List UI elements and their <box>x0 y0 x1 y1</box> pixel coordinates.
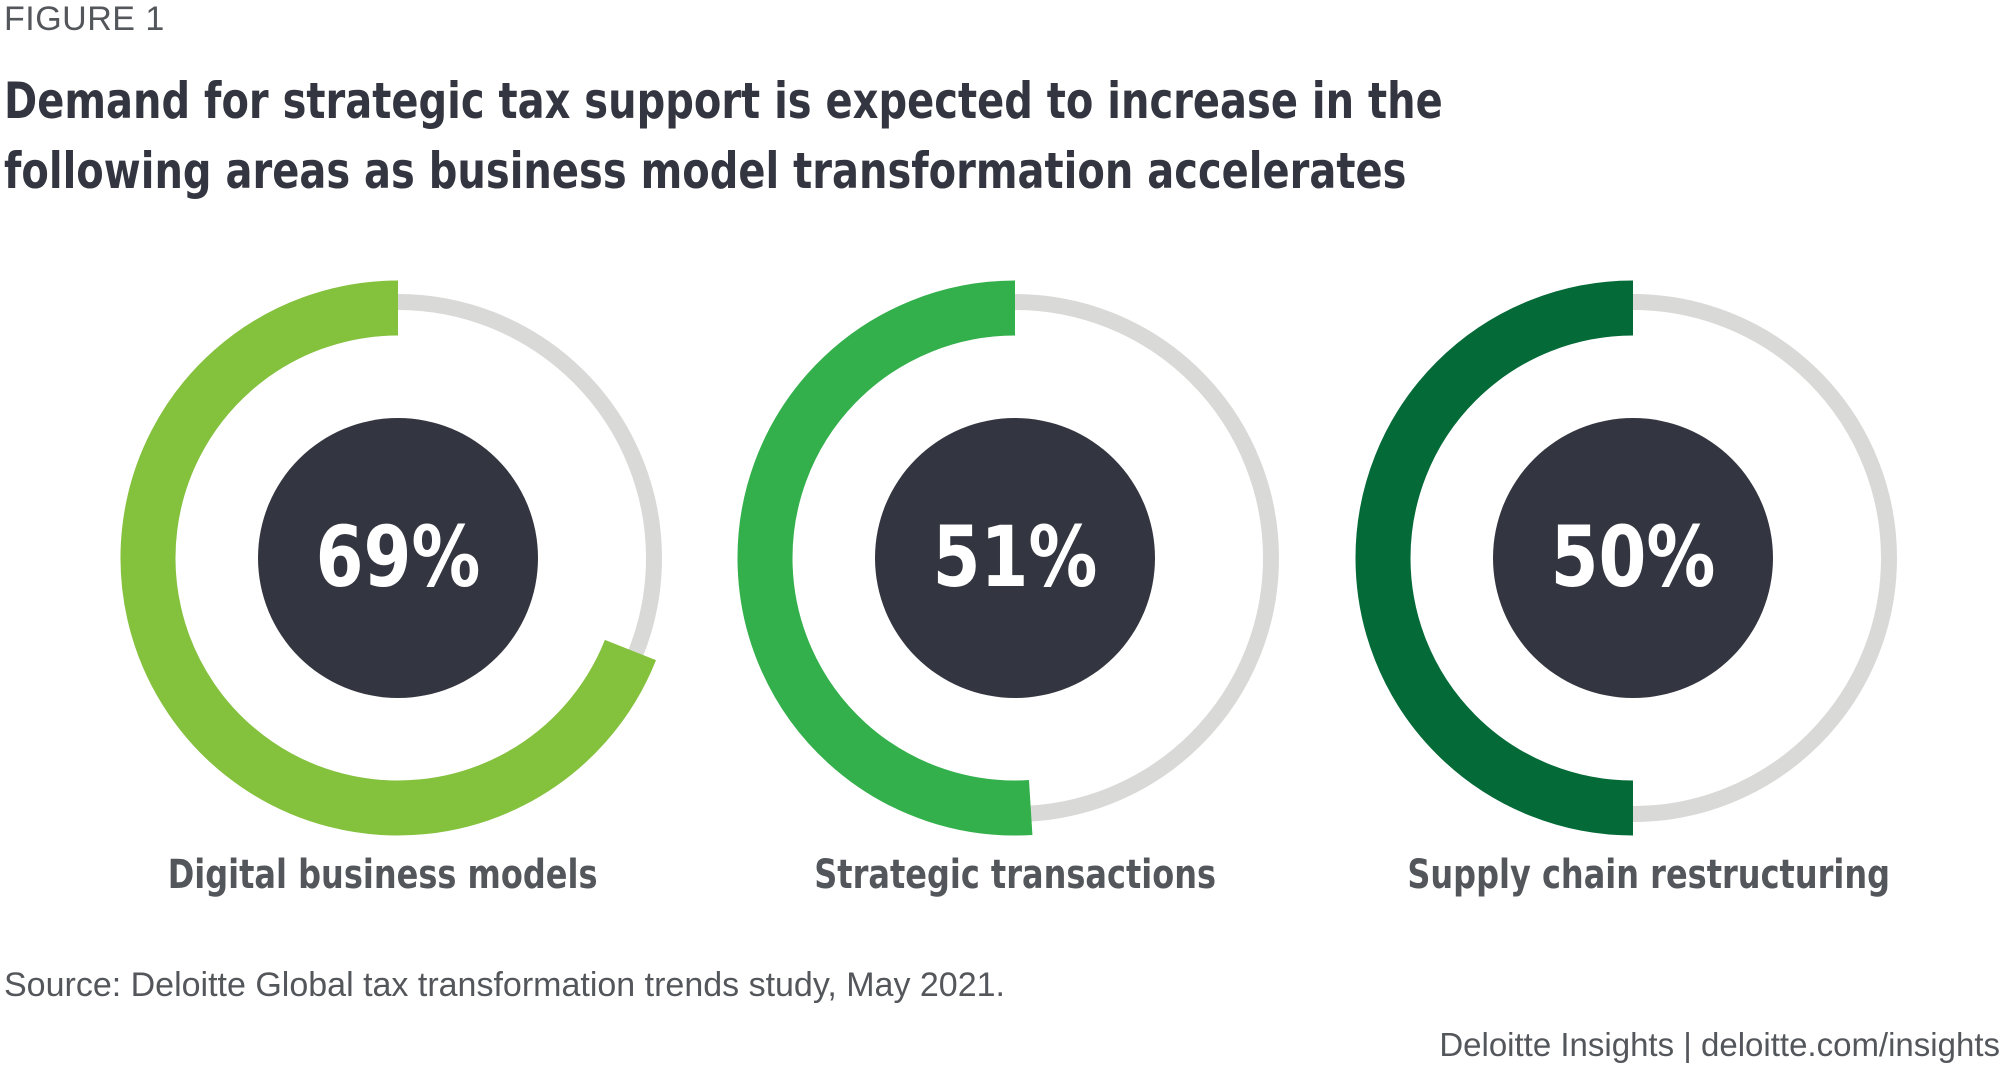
donut-center-1 <box>875 418 1155 698</box>
value-label-2: 50% <box>1551 509 1716 606</box>
donut-chart-svg: 69% 51% 50% <box>120 280 1897 836</box>
footer-credit: Deloitte Insights | deloitte.com/insight… <box>1439 1026 2000 1063</box>
category-label-0: Digital business models <box>168 852 598 898</box>
figure-label: FIGURE 1 <box>4 0 165 38</box>
donut-center-2 <box>1493 418 1773 698</box>
donut-arc-0 <box>120 280 656 836</box>
value-label-0: 69% <box>316 509 481 606</box>
donut-arc-2 <box>1355 280 1634 836</box>
chart-title: Demand for strategic tax support is expe… <box>4 72 1443 200</box>
source-note: Source: Deloitte Global tax transformati… <box>4 966 1005 1004</box>
donut-chart-area: 69% 51% 50% Digital business models Strate… <box>0 240 2000 920</box>
donut-center-0 <box>258 418 538 698</box>
category-label-1: Strategic transactions <box>814 852 1216 898</box>
donut-arc-1 <box>737 280 1033 836</box>
value-label-1: 51% <box>933 509 1098 606</box>
category-label-2: Supply chain restructuring <box>1407 852 1891 898</box>
